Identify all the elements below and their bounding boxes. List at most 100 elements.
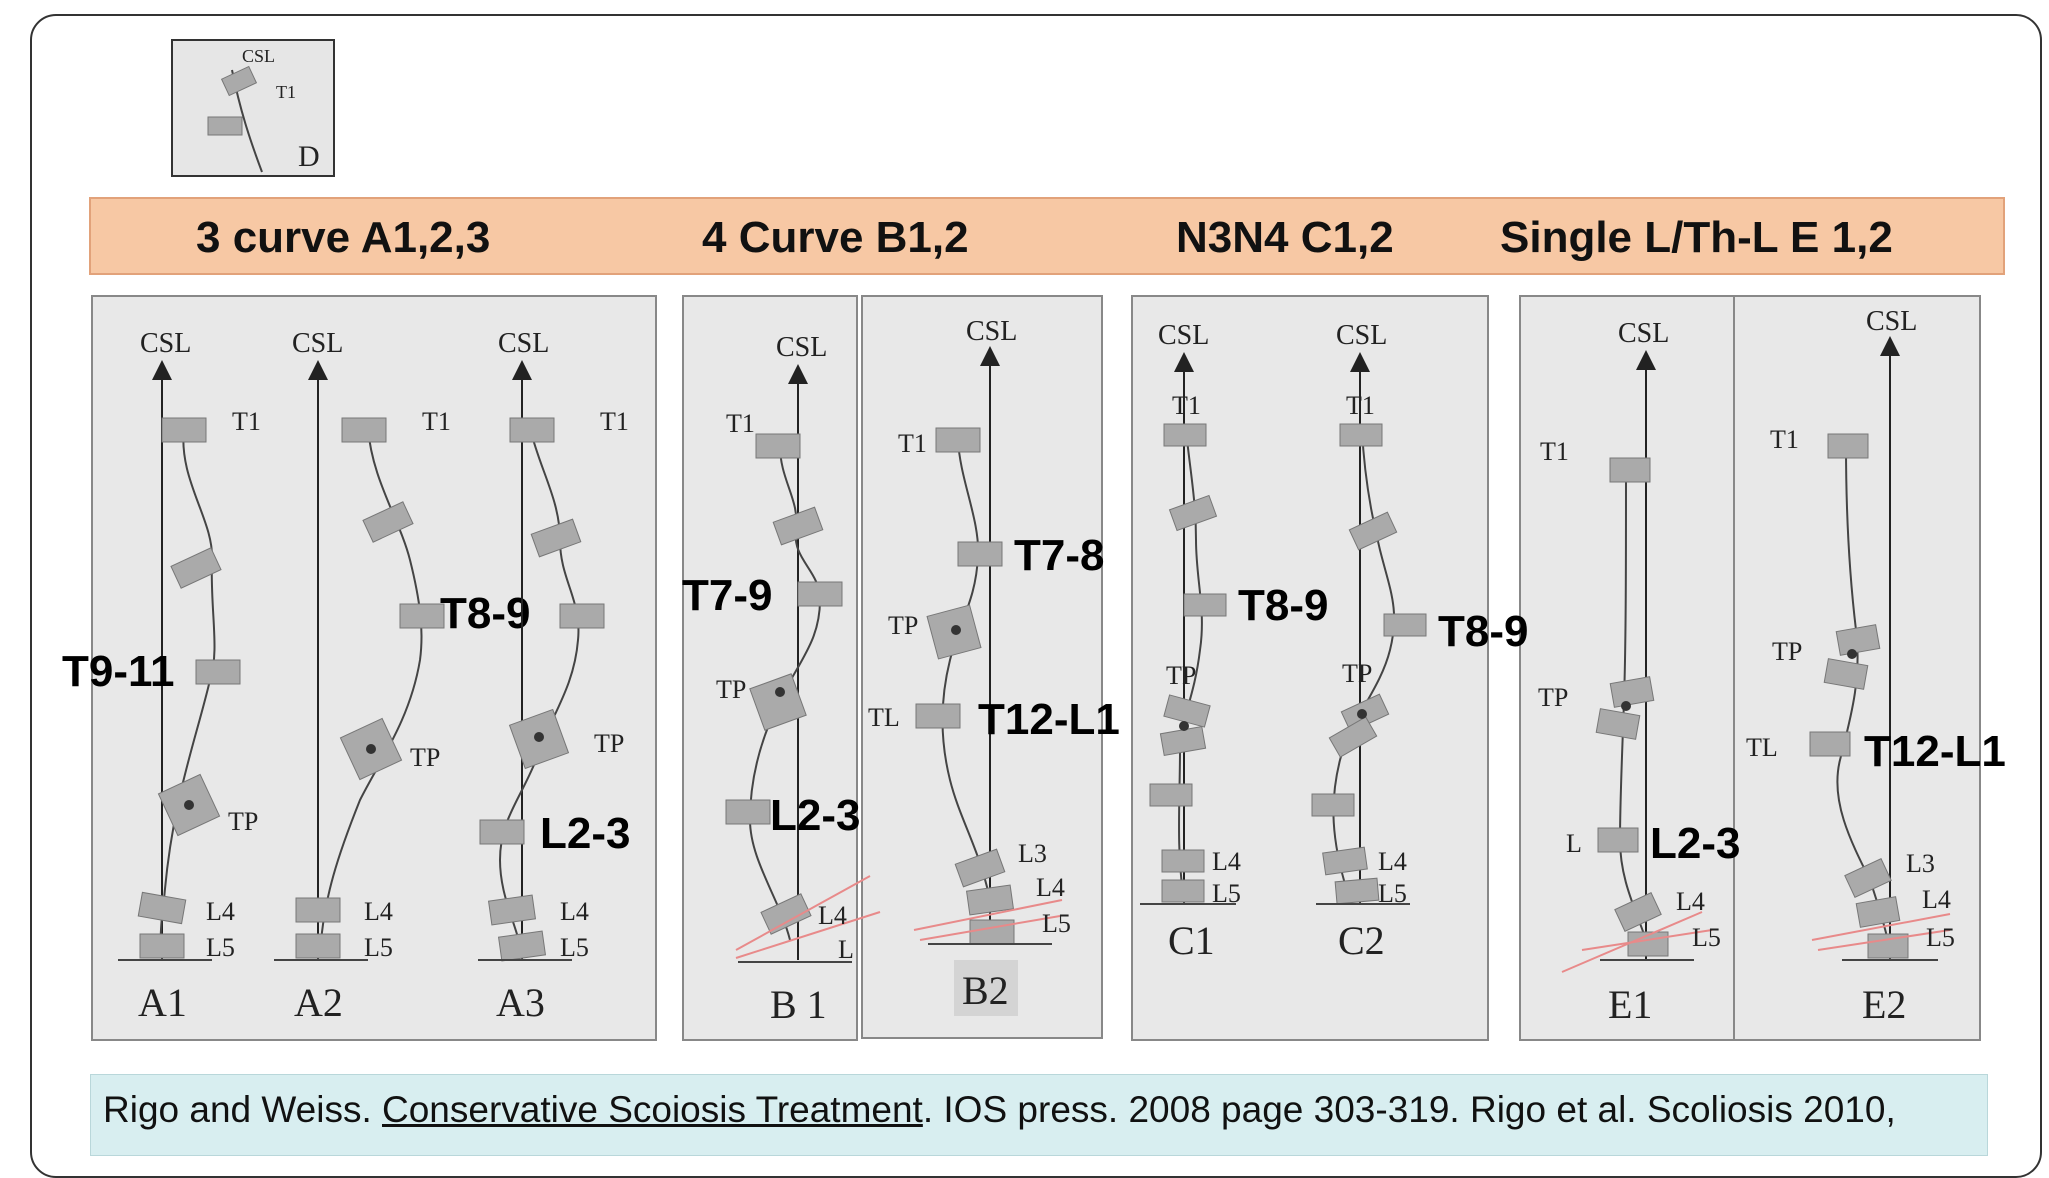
b1-vertebra [772,506,824,546]
b1-l4-label: L4 [818,901,847,930]
a3-vertebra-lumbar [479,819,525,845]
a2-vertebra-l5 [295,933,341,959]
a1-apex-label: T9-11 [62,647,175,696]
b2-l3-label: L3 [1018,839,1047,868]
a2-t1-label: T1 [422,407,451,436]
e2-vertebra-l4 [1855,896,1901,928]
a1-l4-label: L4 [206,897,235,926]
a1-vertebra-l5 [139,933,185,959]
header-group-4-curve: 4 Curve B1,2 [702,213,969,262]
citation-book-link[interactable]: Conservative Scoiosis Treatment [382,1089,923,1130]
diagram-a3: CSL T1 TP L2-3 L4 L5 A3 [478,328,630,1025]
c2-vertebra-t1 [1339,423,1383,447]
a3-l5-label: L5 [560,933,589,962]
b1-vertebra-l4 [760,893,812,935]
c1-csl-label: CSL [1158,320,1209,351]
e1-tp-label: TP [1538,683,1568,712]
citation-authors: Rigo and Weiss. [103,1089,382,1130]
b2-pelvis-line [919,915,1061,941]
b2-vertebra-l3 [954,848,1006,888]
e1-vertebra-tp [1609,676,1655,708]
b2-vertebra-t1 [935,427,981,453]
b2-vertebra-l4 [965,884,1015,916]
legend-vertebra [220,65,258,97]
a2-l5-label: L5 [364,933,393,962]
a3-t1-label: T1 [600,407,629,436]
e1-name: E1 [1608,982,1652,1027]
e2-pelvis-line [1811,913,1951,941]
citation-details: . IOS press. 2008 page 303-319. Rigo et … [922,1089,1896,1130]
e2-tl-label: TL [1746,733,1778,762]
b2-l5-label: L5 [1042,909,1071,938]
a2-vertebra [362,501,414,543]
b2-tp-label: TP [888,611,918,640]
b2-vertebra-tl [915,703,961,729]
c2-t1-label: T1 [1346,391,1375,420]
header-group-single: Single L/Th-L E 1,2 [1500,213,1893,262]
b2-l4-label: L4 [1036,873,1065,902]
e2-vertebra-l5 [1867,933,1909,959]
c2-vertebra [1328,716,1378,758]
c2-l5-label: L5 [1378,879,1407,908]
diagram-e1: CSL T1 TP L L2-3 L4 L5 E1 [1538,318,1740,1027]
c1-vertebra [1149,783,1193,807]
panel-b2 [861,295,1103,1039]
panel-c [1131,295,1489,1041]
b1-vertebra-tp [749,673,807,731]
c1-vertebra-l5 [1161,879,1205,903]
c1-name: C1 [1168,918,1215,963]
c2-vertebra [1311,793,1355,817]
a3-lumbar-label: L2-3 [540,809,630,858]
c1-vertebra-l4 [1161,849,1205,873]
e2-l3-label: L3 [1906,849,1935,878]
e2-tp-label: TP [1772,637,1802,666]
e1-t1-label: T1 [1540,437,1569,466]
e1-l5-label: L5 [1692,923,1721,952]
b1-tp-label: TP [716,675,746,704]
header-group-n3n4: N3N4 C1,2 [1176,213,1394,262]
c2-apex-label: T8-9 [1438,607,1528,656]
e1-vertebra-t1 [1609,457,1651,483]
a2-vertebra-apex [399,603,445,629]
b1-l-label: L [838,935,854,964]
c1-vertebra [1168,494,1218,532]
a1-t1-label: T1 [232,407,261,436]
c1-tp-label: TP [1166,661,1196,690]
c2-l4-label: L4 [1378,847,1407,876]
a2-l4-label: L4 [364,897,393,926]
a3-vertebra [559,603,605,629]
panel-a [91,295,657,1041]
b2-csl-label: CSL [966,316,1017,347]
c1-apex-label: T8-9 [1238,581,1328,630]
a3-vertebra [530,518,582,558]
e1-vertebra-l [1597,827,1639,853]
c1-t1-label: T1 [1172,391,1201,420]
e2-l5-label: L5 [1926,923,1955,952]
a2-tp-label: TP [410,743,440,772]
b1-pelvis-line [735,911,881,959]
legend-vertebra [207,116,243,136]
e2-vertebra-t1 [1827,433,1869,459]
diagram-b2: CSL T1 T7-8 TP TL T12-L1 L3 L4 L5 B2 [868,316,1120,1016]
a2-vertebra-l4 [295,897,341,923]
c2-tp-label: TP [1342,659,1372,688]
a2-name: A2 [294,980,343,1025]
header-group-3-curve: 3 curve A1,2,3 [196,213,490,262]
e2-vertebra-l3 [1844,858,1892,898]
category-header: 3 curve A1,2,3 4 Curve B1,2 N3N4 C1,2 Si… [89,197,2005,275]
e2-t1-label: T1 [1770,425,1799,454]
e2-csl-label: CSL [1866,306,1917,337]
b2-pelvis-line [913,899,1063,931]
c1-l4-label: L4 [1212,847,1241,876]
a2-vertebra-t1 [341,417,387,443]
b2-tl-label: TL [868,703,900,732]
b1-name: B 1 [770,982,827,1027]
c2-vertebra-l5 [1334,877,1380,905]
a1-vertebra [170,547,222,589]
c2-csl-label: CSL [1336,320,1387,351]
diagram-e2: CSL T1 TP TL T12-L1 L3 L4 L5 E2 [1746,306,2006,1027]
b2-apex-label: T7-8 [1014,531,1104,580]
e1-l4-label: L4 [1676,887,1705,916]
b2-name-highlight [954,960,1018,1016]
a3-csl-label: CSL [498,328,549,359]
